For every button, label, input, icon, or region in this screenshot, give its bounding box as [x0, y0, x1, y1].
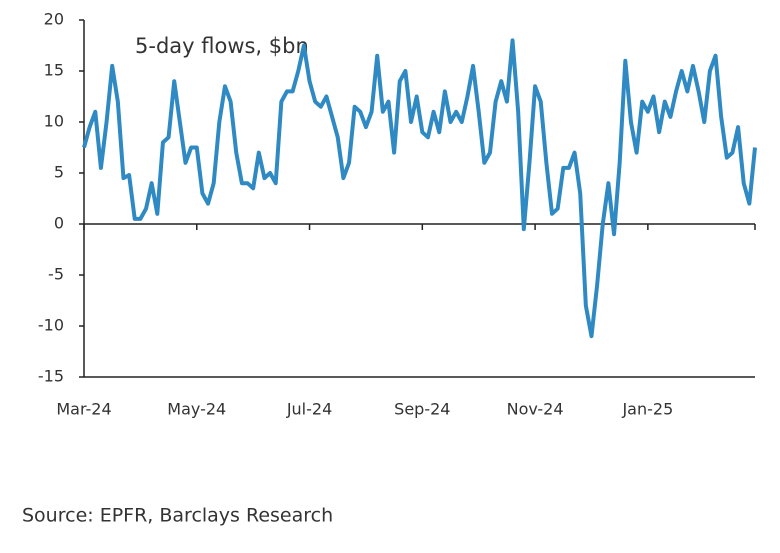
y-tick-label: 10 [44, 112, 64, 131]
y-tick-label: -10 [38, 316, 64, 335]
y-tick-label: 15 [44, 61, 64, 80]
x-tick-label: May-24 [167, 400, 226, 419]
x-tick-label: Jul-24 [286, 400, 332, 419]
x-tick-label: Nov-24 [507, 400, 564, 419]
y-tick-label: 20 [44, 10, 64, 29]
x-tick-label: Sep-24 [394, 400, 450, 419]
series-line [82, 38, 757, 339]
x-tick-label: Mar-24 [56, 400, 111, 419]
y-tick-label: 5 [54, 163, 64, 182]
y-tick-label: -5 [48, 265, 64, 284]
source-note: Source: EPFR, Barclays Research [22, 505, 333, 527]
y-tick-label: 0 [54, 214, 64, 233]
chart-title: 5-day flows, $bn [135, 34, 309, 58]
y-tick-label: -15 [38, 367, 64, 386]
x-tick-label: Jan-25 [621, 400, 673, 419]
